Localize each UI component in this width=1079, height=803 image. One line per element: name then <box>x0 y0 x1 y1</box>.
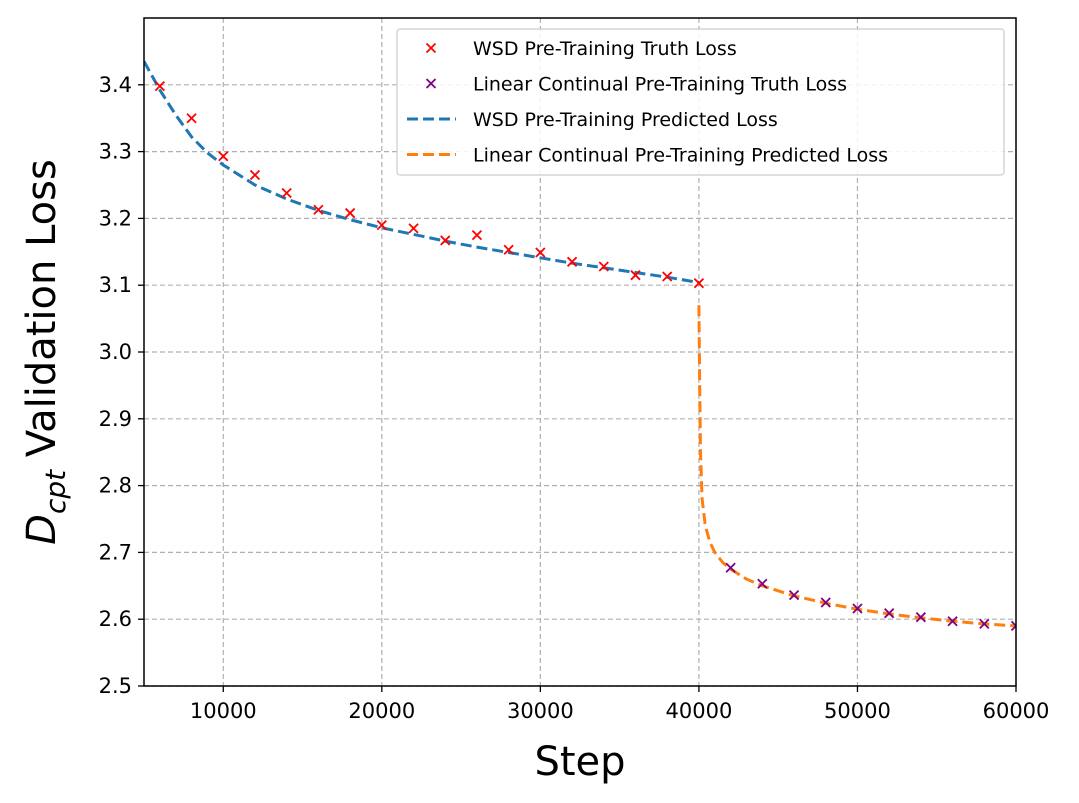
truth-loss-point <box>947 616 958 627</box>
truth-loss-point <box>313 204 324 215</box>
truth-loss-point <box>598 261 609 272</box>
truth-loss-point <box>884 608 895 619</box>
truth-loss-point <box>979 618 990 630</box>
truth-loss-point <box>915 612 927 623</box>
truth-loss-point <box>693 278 705 289</box>
legend-entry: Linear Continual Pre-Training Predicted … <box>407 145 888 167</box>
y-tick-label: 2.6 <box>99 607 132 631</box>
y-tick-label: 3.4 <box>99 73 132 97</box>
series-group <box>144 60 1016 632</box>
truth-loss-point <box>471 229 483 241</box>
truth-loss-point <box>820 597 831 608</box>
truth-loss-point <box>535 247 546 258</box>
legend-marker <box>425 78 437 89</box>
legend-label: WSD Pre-Training Truth Loss <box>473 38 737 60</box>
truth-loss-point <box>249 169 261 181</box>
legend-label: WSD Pre-Training Predicted Loss <box>473 109 778 131</box>
legend-label: Linear Continual Pre-Training Truth Loss <box>473 74 847 96</box>
truth-loss-point <box>852 603 863 614</box>
x-tick-label: 30000 <box>507 699 574 723</box>
y-tick-label: 2.5 <box>99 674 132 698</box>
truth-loss-point <box>1010 620 1016 632</box>
predicted-loss-line <box>697 305 1016 628</box>
y-axis-title-text: Validation Loss <box>19 159 65 470</box>
y-tick-label: 2.9 <box>99 407 132 431</box>
x-tick-label: 50000 <box>824 699 891 723</box>
truth-loss-point <box>186 113 197 124</box>
x-tick-label: 40000 <box>666 699 733 723</box>
y-axis-title-symbol: D <box>19 514 65 545</box>
x-tick-label: 60000 <box>983 699 1050 723</box>
plot-area <box>144 60 1016 632</box>
x-tick-label: 10000 <box>190 699 257 723</box>
truth-loss-point <box>788 590 800 601</box>
truth-loss-point <box>503 244 514 255</box>
truth-loss-point <box>408 223 419 234</box>
axis-ticks: 10000 20000 30000 40000 50000 60000 2.5 2.6 2.7 2… <box>99 73 1050 723</box>
legend: WSD Pre-Training Truth Loss Linear Contin… <box>396 28 1005 176</box>
truth-loss-point <box>218 151 229 162</box>
y-axis-title-subscript: cpt <box>39 469 72 514</box>
y-tick-label: 2.8 <box>99 474 132 498</box>
legend-box <box>396 28 1005 176</box>
legend-marker <box>425 42 437 54</box>
truth-loss-point <box>376 219 387 231</box>
truth-loss-point <box>344 207 356 219</box>
x-axis-title: Step <box>534 739 625 785</box>
truth-loss-point <box>757 578 768 589</box>
y-tick-label: 2.7 <box>99 540 132 564</box>
truth-loss-point <box>566 256 578 267</box>
y-tick-label: 3.1 <box>99 273 132 297</box>
x-tick-label: 20000 <box>348 699 415 723</box>
truth-loss-point <box>281 187 292 199</box>
truth-loss-point <box>440 235 451 246</box>
y-tick-label: 3.0 <box>99 340 132 364</box>
legend-label: Linear Continual Pre-Training Predicted … <box>473 145 888 167</box>
legend-entry: WSD Pre-Training Predicted Loss <box>407 109 778 131</box>
legend-entry: WSD Pre-Training Truth Loss <box>425 38 737 60</box>
truth-loss-point <box>630 270 641 281</box>
predicted-loss-line <box>144 60 700 284</box>
y-tick-label: 3.2 <box>99 206 132 230</box>
legend-entry: Linear Continual Pre-Training Truth Loss <box>425 74 847 96</box>
truth-loss-point <box>154 80 165 92</box>
y-axis-title: Dcpt Validation Loss <box>19 159 72 545</box>
truth-loss-point <box>662 271 673 282</box>
y-tick-label: 3.3 <box>99 140 132 164</box>
truth-loss-point <box>725 562 736 573</box>
